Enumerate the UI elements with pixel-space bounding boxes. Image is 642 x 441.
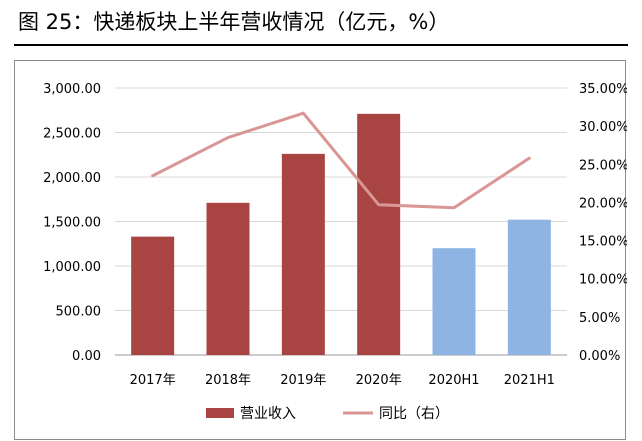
- right-tick-label: 20.00%: [579, 196, 627, 211]
- left-tick-label: 2,000.00: [43, 171, 101, 186]
- right-tick-label: 35.00%: [579, 82, 627, 97]
- left-axis-ticks: 0.00 500.00 1,000.00 1,500.00 2,000.00 2,500.…: [43, 82, 101, 364]
- category-label: 2021H1: [504, 373, 555, 388]
- bar-2019年: [281, 153, 325, 355]
- category-label: 2019年: [280, 373, 326, 388]
- right-tick-label: 15.00%: [579, 235, 627, 250]
- category-labels: 2017年 2018年 2019年 2020年 2020H1 2021H1: [130, 373, 555, 388]
- bar-2020年: [357, 113, 401, 355]
- yoy-line-series: [151, 111, 531, 210]
- legend-label-yoy: 同比（右）: [379, 406, 449, 422]
- grid-lines: [115, 87, 567, 356]
- chart-frame: 0.00 500.00 1,000.00 1,500.00 2,000.00 2,500.…: [14, 60, 627, 440]
- left-tick-label: 1,000.00: [43, 260, 101, 275]
- bar-2021H1: [507, 219, 551, 355]
- revenue-chart: 0.00 500.00 1,000.00 1,500.00 2,000.00 2,500.…: [43, 82, 627, 422]
- left-tick-label: 0.00: [72, 349, 101, 364]
- legend: 营业收入 同比（右）: [206, 406, 449, 422]
- left-tick-label: 3,000.00: [43, 82, 101, 97]
- left-tick-label: 2,500.00: [43, 127, 101, 142]
- category-label: 2017年: [130, 373, 176, 388]
- right-tick-label: 30.00%: [579, 120, 627, 135]
- right-tick-label: 5.00%: [579, 311, 620, 326]
- left-tick-label: 500.00: [56, 305, 102, 320]
- bar-2018年: [206, 202, 250, 355]
- right-tick-label: 25.00%: [579, 158, 627, 173]
- bar-2020H1: [432, 248, 476, 355]
- category-label: 2020年: [356, 373, 402, 388]
- yoy-line: [151, 111, 531, 210]
- category-label: 2020H1: [428, 373, 479, 388]
- legend-label-revenue: 营业收入: [240, 406, 296, 422]
- category-label: 2018年: [205, 373, 251, 388]
- right-tick-label: 0.00%: [579, 349, 620, 364]
- right-axis-ticks: 0.00% 5.00% 10.00% 15.00% 20.00% 25.00% 30.00%…: [579, 82, 627, 364]
- legend-swatch-revenue: [206, 408, 234, 418]
- figure-caption: 图 25：快递板块上半年营收情况（亿元，%）: [18, 10, 450, 34]
- caption-divider: [14, 44, 628, 46]
- right-tick-label: 10.00%: [579, 273, 627, 288]
- left-tick-label: 1,500.00: [43, 216, 101, 231]
- bar-2017年: [131, 236, 175, 355]
- revenue-bars: [131, 113, 551, 355]
